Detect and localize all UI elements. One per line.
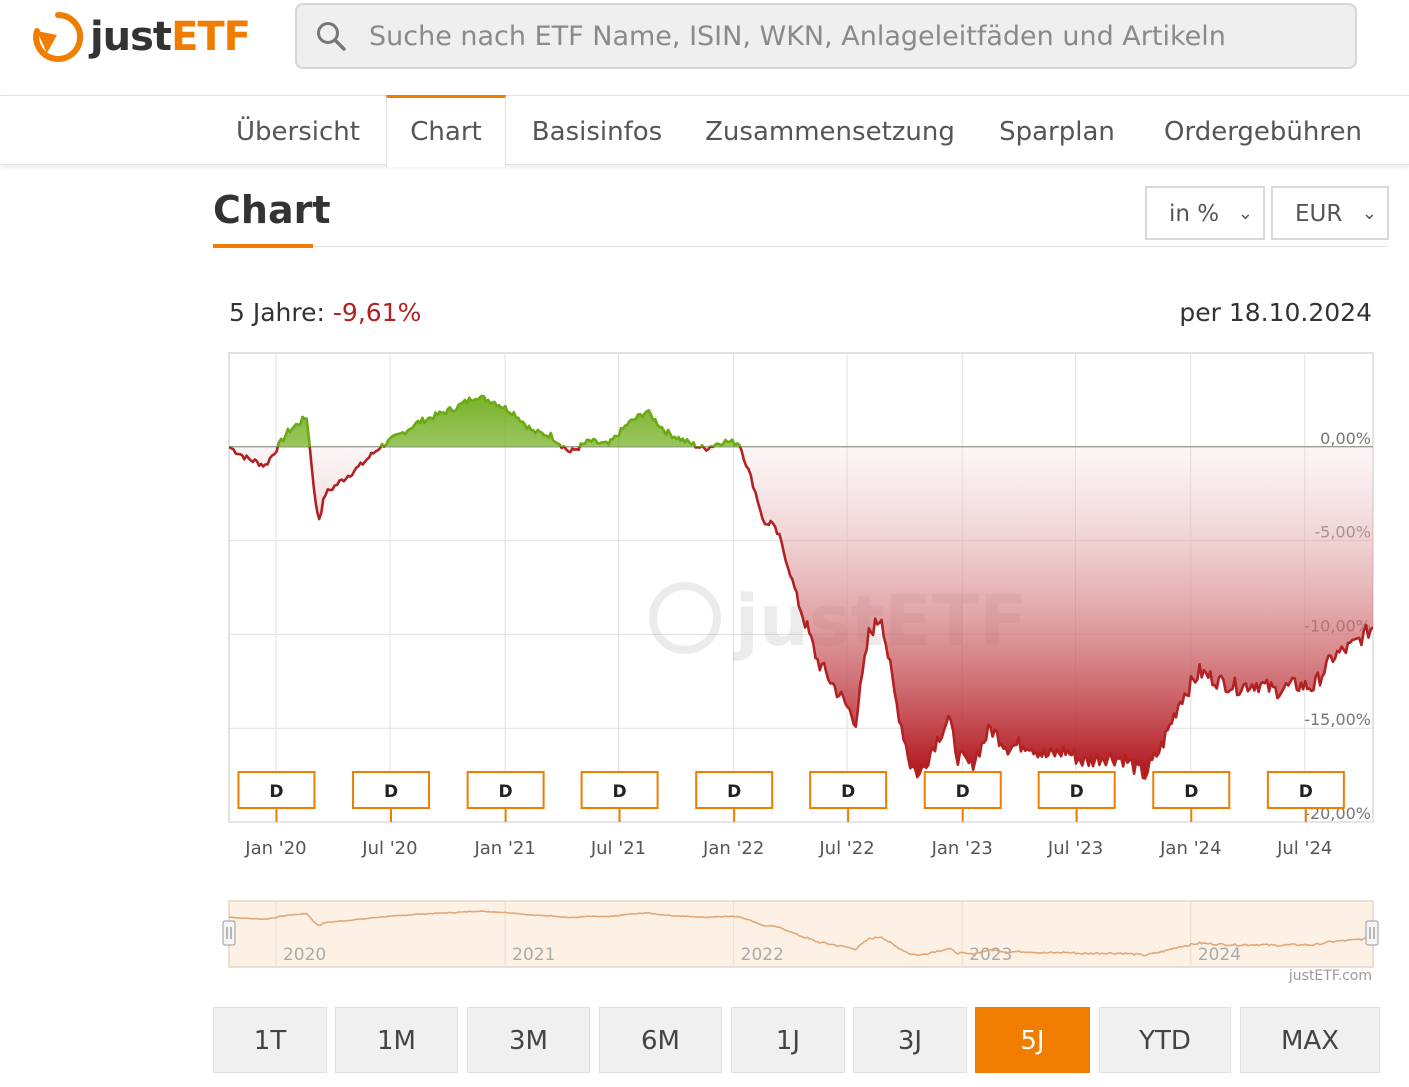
currency-select[interactable]: EUR ⌄	[1271, 186, 1389, 240]
dividend-marker-label: D	[384, 782, 398, 802]
x-tick-label: Jan '21	[473, 838, 535, 859]
x-tick-label: Jul '22	[818, 838, 874, 859]
chart-credit: justETF.com	[1288, 968, 1372, 984]
y-tick-label: 0,00%	[1320, 429, 1371, 448]
logo-text-just: just	[89, 14, 172, 60]
x-tick-label: Jan '23	[931, 838, 993, 859]
positive-area	[229, 395, 1373, 447]
range-button-1m[interactable]: 1M	[335, 1007, 458, 1073]
dividend-marker-label: D	[1299, 782, 1313, 802]
tab-zusammensetzung[interactable]: Zusammensetzung	[705, 117, 955, 147]
title-underline	[213, 244, 313, 248]
range-button-6m[interactable]: 6M	[599, 1007, 722, 1073]
search-input[interactable]	[367, 19, 1355, 53]
logo-text-etf: ETF	[171, 14, 251, 60]
mode-select-value: in %	[1169, 201, 1220, 227]
section-tab-bar: Übersicht Chart Basisinfos Zusammensetzu…	[0, 95, 1409, 167]
dividend-marker-label: D	[1070, 782, 1084, 802]
chevron-down-icon: ⌄	[1237, 203, 1253, 224]
tab-ordergebuehren[interactable]: Ordergebühren	[1164, 117, 1362, 147]
range-button-1t[interactable]: 1T	[213, 1007, 327, 1073]
series-line-negative	[229, 446, 1373, 780]
performance-value: -9,61%	[332, 298, 422, 327]
navigator-year-label: 2024	[1198, 945, 1241, 965]
dividend-marker-label: D	[269, 782, 283, 802]
search-bar[interactable]	[295, 3, 1357, 69]
dividend-marker-box	[809, 771, 888, 809]
tab-sparplan[interactable]: Sparplan	[999, 117, 1115, 147]
logo-wordmark: justETF	[89, 14, 251, 60]
dividend-marker-label: D	[841, 782, 855, 802]
performance-summary: 5 Jahre: -9,61%	[229, 298, 421, 327]
range-button-ytd[interactable]: YTD	[1099, 1007, 1231, 1073]
negative-area	[229, 446, 1373, 779]
range-button-3m[interactable]: 3M	[467, 1007, 590, 1073]
range-button-3j[interactable]: 3J	[853, 1007, 967, 1073]
search-icon	[317, 22, 346, 51]
x-tick-label: Jan '24	[1159, 838, 1221, 859]
navigator-handle	[222, 920, 236, 946]
justetf-logo[interactable]: justETF	[30, 8, 251, 66]
tab-chart[interactable]: Chart	[386, 95, 506, 167]
dividend-marker-label: D	[613, 782, 627, 802]
dividend-marker-box	[695, 771, 774, 809]
series-line-positive	[229, 394, 742, 447]
dividend-marker-box	[1037, 771, 1116, 809]
performance-chart[interactable]: Jan '20 Jul '20 Jan '21 Jul '21 Jan '22 Jul '…	[0, 0, 1409, 1000]
tab-uebersicht[interactable]: Übersicht	[236, 117, 360, 147]
navigator-year-label: 2021	[512, 945, 555, 965]
mode-select[interactable]: in % ⌄	[1145, 186, 1265, 240]
range-button-1j[interactable]: 1J	[731, 1007, 845, 1073]
as-of-date: per 18.10.2024	[1179, 298, 1372, 327]
dividend-marker-box	[580, 771, 659, 809]
x-tick-label: Jul '24	[1276, 838, 1332, 859]
navigator-year-label: 2023	[969, 945, 1012, 965]
dividend-marker-label: D	[727, 782, 741, 802]
dividend-marker-box	[466, 771, 545, 809]
x-tick-label: Jan '22	[702, 838, 764, 859]
navigator-series-line	[228, 910, 1374, 957]
chevron-down-icon: ⌄	[1361, 203, 1377, 224]
dividend-marker-box	[923, 771, 1002, 809]
navigator-handle	[1365, 920, 1379, 946]
section-title: Chart	[213, 188, 331, 232]
dividend-marker-label: D	[1184, 782, 1198, 802]
performance-label: 5 Jahre:	[229, 298, 325, 327]
dividend-marker-box	[237, 771, 316, 809]
navigator-year-label: 2022	[741, 945, 784, 965]
x-tick-label: Jan '20	[244, 838, 306, 859]
tab-basisinfos[interactable]: Basisinfos	[531, 117, 663, 147]
x-tick-label: Jul '20	[361, 838, 417, 859]
dividend-marker-box	[1152, 771, 1231, 809]
navigator-year-label: 2020	[283, 945, 326, 965]
dividend-marker-label: D	[499, 782, 513, 802]
logo-arrow-icon	[33, 12, 84, 62]
x-tick-label: Jul '23	[1047, 838, 1103, 859]
range-button-5j[interactable]: 5J	[975, 1007, 1090, 1073]
dividend-marker-label: D	[956, 782, 970, 802]
currency-select-value: EUR	[1295, 201, 1343, 227]
title-divider	[313, 246, 1388, 247]
x-tick-label: Jul '21	[590, 838, 646, 859]
range-button-max[interactable]: MAX	[1240, 1007, 1380, 1073]
dividend-marker-box	[1266, 771, 1345, 809]
y-tick-label: -15,00%	[1304, 710, 1371, 729]
dividend-marker-box	[352, 771, 431, 809]
